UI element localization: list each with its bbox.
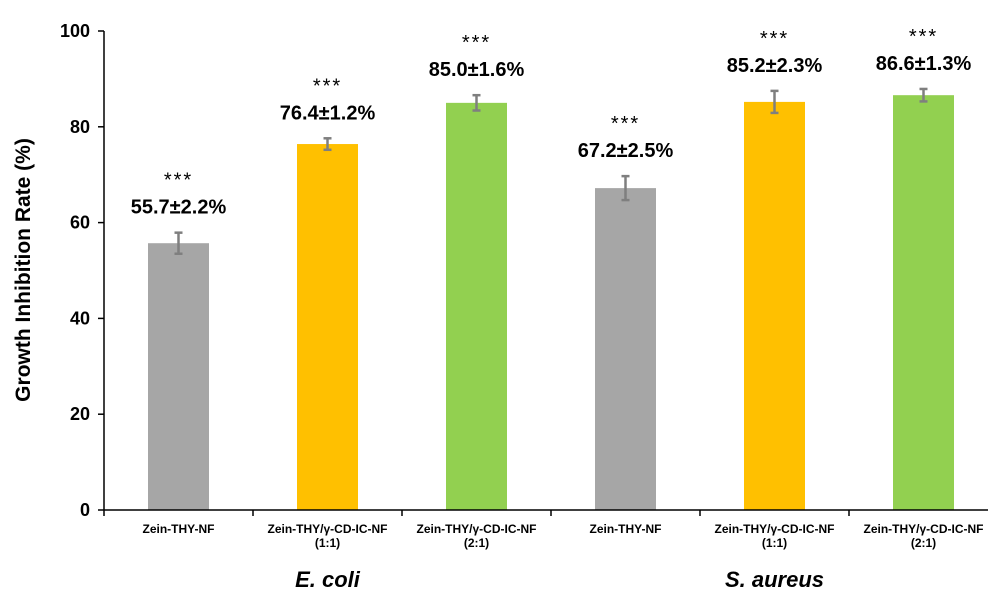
bar [446, 102, 507, 510]
y-tick-label: 40 [70, 308, 90, 328]
bar [297, 144, 358, 510]
y-tick-label: 100 [60, 21, 90, 41]
significance-label: *** [611, 113, 640, 135]
significance-label: *** [313, 75, 342, 97]
data-label: 86.6±1.3% [876, 53, 972, 75]
group-label: E. coli [295, 567, 361, 592]
significance-label: *** [462, 32, 491, 54]
category-label: Zein-THY-NF [143, 522, 215, 536]
y-tick-label: 80 [70, 117, 90, 137]
category-label: Zein-THY/γ-CD-IC-NF (2:1) [864, 522, 984, 550]
y-tick-label: 0 [80, 500, 90, 520]
bar [893, 95, 954, 510]
y-axis-title: Growth Inhibition Rate (%) [12, 138, 35, 402]
category-label: Zein-THY-NF [590, 522, 662, 536]
y-axis: 0 20 40 60 80 100 [60, 21, 105, 520]
category-label: Zein-THY/γ-CD-IC-NF (2:1) [417, 522, 537, 550]
data-label: 85.2±2.3% [727, 55, 823, 77]
data-label: 85.0±1.6% [429, 59, 525, 81]
significance-label: *** [164, 170, 193, 192]
data-label: 67.2±2.5% [578, 140, 674, 162]
data-label: 55.7±2.2% [131, 197, 227, 219]
significance-label: *** [909, 26, 938, 48]
data-label: 76.4±1.2% [280, 102, 376, 124]
category-label: Zein-THY/γ-CD-IC-NF (1:1) [268, 522, 388, 550]
bar [744, 101, 805, 510]
y-tick-label: 20 [70, 404, 90, 424]
group-label: S. aureus [725, 567, 824, 592]
bar [148, 243, 209, 510]
x-axis: Zein-THY-NF Zein-THY/γ-CD-IC-NF (1:1) Zein-… [103, 509, 988, 592]
significance-label: *** [760, 28, 789, 50]
bar [595, 188, 656, 510]
bars: 55.7±2.2% *** 76.4±1.2% *** 85.0±1.6% *** 67.2… [131, 26, 972, 510]
category-label: Zein-THY/γ-CD-IC-NF (1:1) [715, 522, 835, 550]
y-tick-label: 60 [70, 213, 90, 233]
